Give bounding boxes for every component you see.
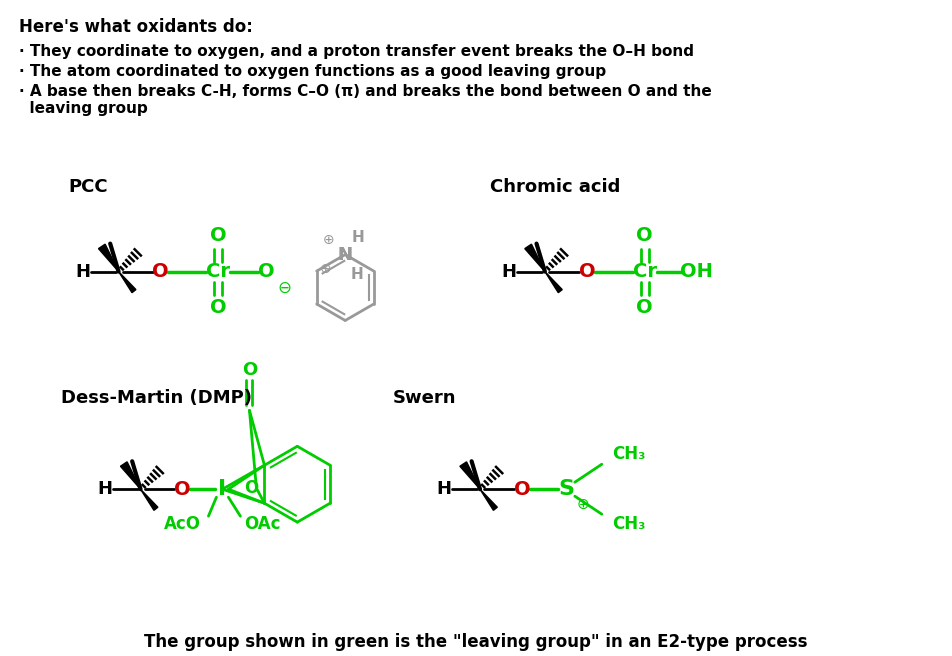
Polygon shape [545, 272, 563, 293]
Text: Dess-Martin (DMP): Dess-Martin (DMP) [61, 390, 251, 407]
Text: PCC: PCC [69, 178, 109, 195]
Text: AcO: AcO [164, 515, 201, 533]
Text: H: H [351, 267, 364, 282]
Polygon shape [525, 244, 545, 272]
Text: · The atom coordinated to oxygen functions as a good leaving group: · The atom coordinated to oxygen functio… [19, 64, 605, 79]
Text: O: O [637, 298, 653, 317]
Text: The group shown in green is the "leaving group" in an E2-type process: The group shown in green is the "leaving… [145, 633, 807, 651]
Text: S: S [559, 480, 575, 499]
Text: · They coordinate to oxygen, and a proton transfer event breaks the O–H bond: · They coordinate to oxygen, and a proto… [19, 44, 694, 59]
Polygon shape [119, 272, 136, 293]
Text: ⊕: ⊕ [320, 262, 331, 276]
Text: Here's what oxidants do:: Here's what oxidants do: [19, 18, 252, 36]
Text: Chromic acid: Chromic acid [490, 178, 621, 195]
Text: ⊕: ⊕ [577, 497, 589, 512]
Text: · A base then breaks C-H, forms C–O (π) and breaks the bond between O and the
  : · A base then breaks C-H, forms C–O (π) … [19, 84, 711, 116]
Text: O: O [245, 480, 259, 497]
Text: H: H [352, 230, 365, 245]
Text: O: O [242, 361, 257, 379]
Text: ⊕: ⊕ [323, 233, 334, 247]
Text: CH₃: CH₃ [612, 445, 645, 463]
Text: O: O [152, 262, 169, 281]
Text: N: N [338, 245, 352, 264]
Text: N: N [338, 245, 352, 264]
Text: O: O [210, 226, 227, 245]
Text: ⊖: ⊖ [277, 279, 291, 297]
Text: O: O [258, 262, 274, 281]
Text: Swern: Swern [393, 390, 457, 407]
Text: O: O [637, 226, 653, 245]
Text: O: O [174, 480, 190, 499]
Polygon shape [141, 489, 158, 510]
Polygon shape [121, 462, 141, 489]
Text: OH: OH [681, 262, 713, 281]
Text: H: H [502, 262, 516, 281]
Text: Cr: Cr [207, 262, 230, 281]
Text: O: O [579, 262, 595, 281]
Text: I: I [218, 480, 227, 499]
Text: OAc: OAc [245, 515, 281, 533]
Text: H: H [97, 480, 112, 498]
Text: Cr: Cr [633, 262, 657, 281]
Polygon shape [480, 489, 497, 510]
Text: O: O [514, 480, 530, 499]
Polygon shape [460, 462, 480, 489]
Text: H: H [75, 262, 90, 281]
Text: H: H [437, 480, 451, 498]
Polygon shape [98, 244, 119, 272]
Text: CH₃: CH₃ [612, 515, 645, 533]
Text: O: O [210, 298, 227, 317]
